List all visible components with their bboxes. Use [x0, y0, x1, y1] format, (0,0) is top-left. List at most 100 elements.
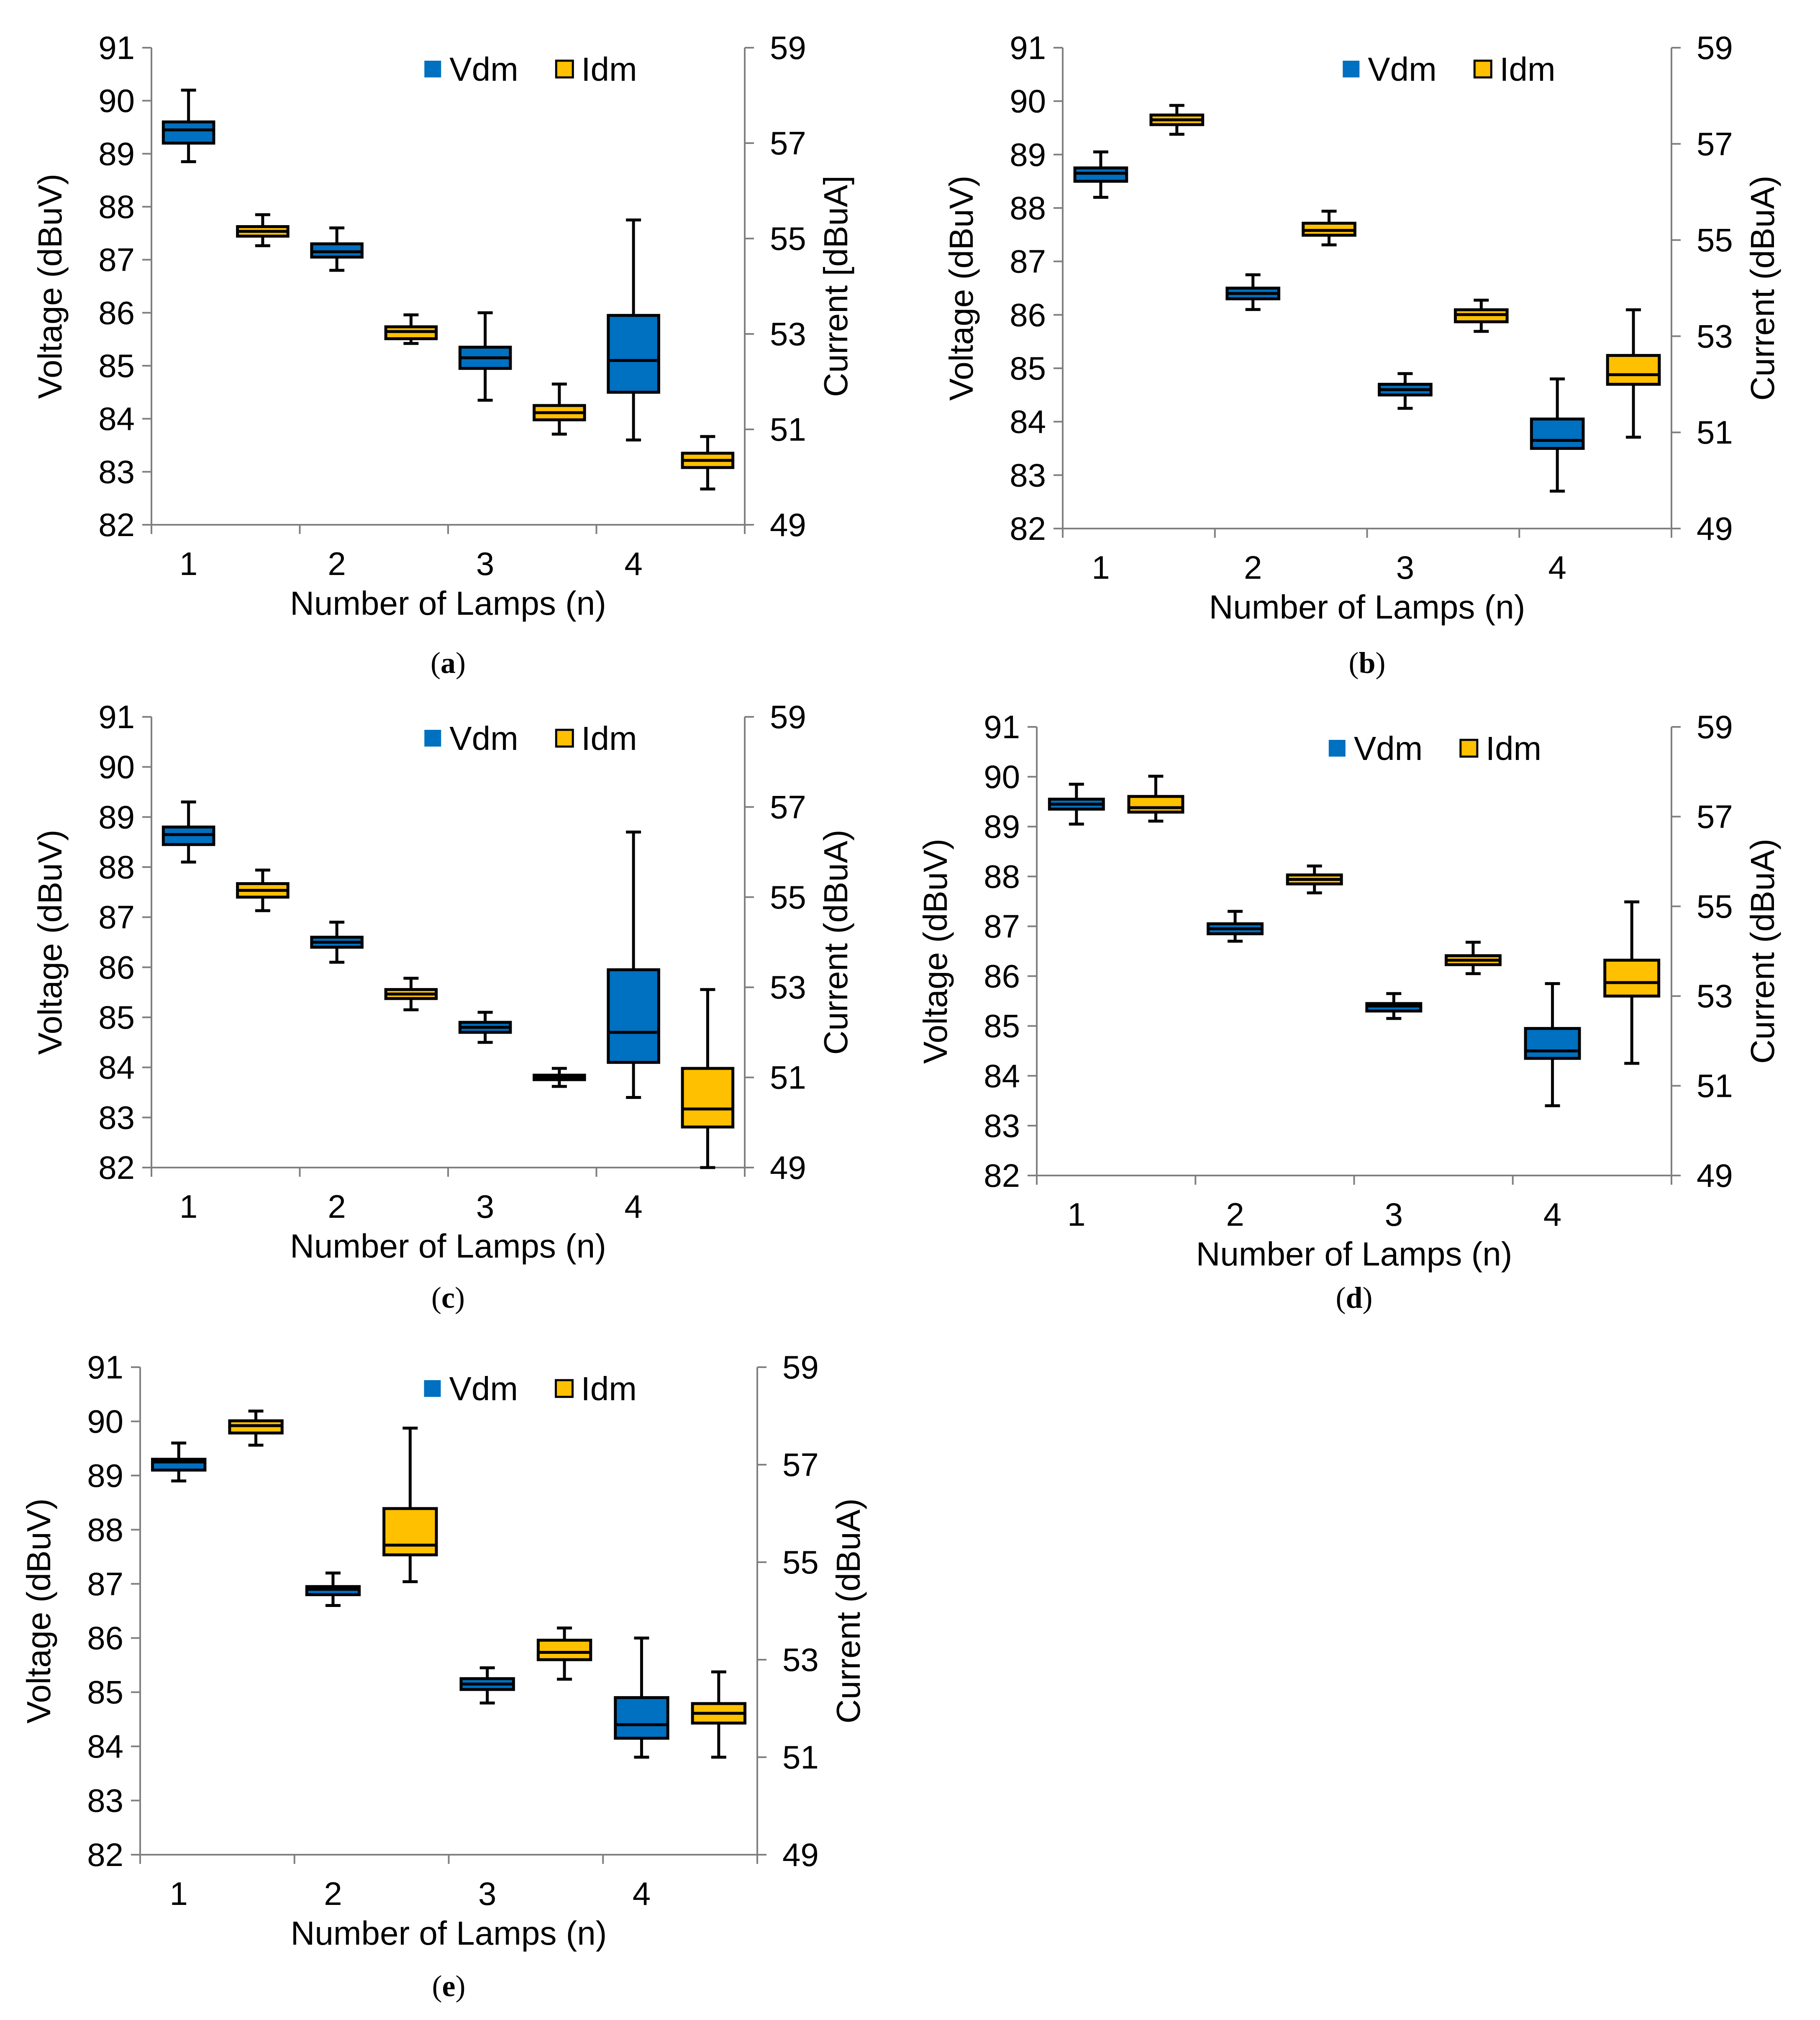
caption-open: (	[432, 1969, 442, 2003]
legend-label-idm: Idm	[1500, 51, 1555, 88]
left-tick-label: 88	[1010, 190, 1046, 226]
x-axis-title: Number of Lamps (n)	[290, 1227, 606, 1265]
box-vdm-1	[1073, 150, 1128, 199]
x-tick-label: 1	[169, 1875, 187, 1912]
right-tick-label: 59	[770, 29, 806, 66]
left-tick-label: 90	[1010, 83, 1046, 120]
legend-swatch-vdm	[1343, 61, 1360, 77]
x-tick-label: 2	[1226, 1196, 1244, 1233]
right-tick-label: 59	[782, 1349, 819, 1386]
chart-panel-e: 82 83 84 85 86 87 88 89 90 91 49 51 53 55 57 59 1 2 3 4 Numb…	[20, 1349, 867, 2003]
right-tick-label: 53	[770, 316, 806, 352]
x-tick-label: 1	[1067, 1196, 1085, 1233]
left-tick-label: 91	[984, 708, 1020, 745]
right-tick-label: 51	[782, 1739, 819, 1776]
right-tick-label: 49	[782, 1836, 819, 1873]
left-tick-label: 91	[98, 698, 135, 735]
x-tick-label: 4	[633, 1875, 651, 1912]
x-axis-title: Number of Lamps (n)	[1209, 588, 1525, 626]
x-tick-label: 3	[1396, 549, 1414, 586]
left-tick-label: 86	[984, 958, 1020, 995]
box-idm-3	[1444, 941, 1502, 975]
box-vdm-3	[1365, 992, 1423, 1020]
box-iqr	[607, 314, 660, 394]
legend-swatch-vdm	[424, 61, 441, 77]
left-tick-label: 82	[1010, 510, 1046, 547]
right-tick-label: 59	[1697, 708, 1733, 745]
legend-swatch-idm	[555, 729, 574, 748]
left-tick-label: 85	[98, 347, 135, 384]
x-tick-label: 4	[1543, 1196, 1561, 1233]
caption-letter: d	[1346, 1281, 1362, 1314]
left-tick-label: 89	[87, 1457, 123, 1494]
caption-letter: e	[442, 1969, 456, 2003]
panel-caption: (e)	[432, 1969, 466, 2003]
box-iqr	[1603, 958, 1661, 998]
legend-swatch-idm	[1473, 59, 1492, 79]
box-vdm-1	[1048, 783, 1105, 826]
y-axis-title: Voltage (dBuV)	[20, 1498, 57, 1723]
left-tick-label: 83	[984, 1107, 1020, 1144]
caption-close: )	[456, 646, 466, 680]
box-iqr	[536, 1638, 592, 1661]
left-tick-label: 86	[98, 949, 135, 986]
left-tick-label: 82	[87, 1836, 123, 1873]
y2-axis-title: Current (dBuA)	[1744, 839, 1781, 1064]
left-tick-label: 91	[1010, 29, 1046, 66]
left-tick-label: 86	[87, 1620, 123, 1656]
x-tick-label: 2	[324, 1875, 342, 1912]
y-axis-title: Voltage (dBuV)	[943, 175, 980, 400]
box-vdm-4	[1524, 982, 1581, 1107]
left-tick-label: 91	[98, 29, 135, 66]
legend-label-idm: Idm	[581, 1370, 637, 1407]
left-tick-label: 89	[1010, 136, 1046, 173]
right-tick-label: 57	[1697, 798, 1733, 835]
right-tick-label: 53	[1697, 978, 1733, 1014]
legend-swatch-idm	[555, 1379, 574, 1398]
left-tick-label: 88	[98, 188, 135, 225]
right-tick-label: 53	[782, 1641, 819, 1678]
box-iqr	[607, 968, 660, 1064]
box-vdm-3	[1378, 372, 1433, 410]
caption-open: (	[1348, 646, 1359, 680]
box-idm-3	[533, 1067, 586, 1088]
x-tick-label: 2	[328, 1188, 346, 1225]
right-tick-label: 55	[770, 220, 806, 257]
box-vdm-3	[458, 311, 512, 402]
x-tick-label: 3	[478, 1875, 496, 1912]
box-iqr	[1127, 795, 1184, 814]
left-tick-label: 83	[98, 1099, 135, 1136]
y-axis-title: Voltage (dBuV)	[917, 839, 954, 1064]
box-idm-4	[681, 435, 735, 490]
left-tick-label: 90	[984, 758, 1020, 795]
chart-panel-b: 82 83 84 85 86 87 88 89 90 91 49 51 53 55 57 59 1 2 3 4 Numb…	[943, 29, 1781, 680]
legend-label-vdm: Vdm	[449, 51, 518, 88]
panel-caption: (a)	[431, 646, 466, 680]
left-tick-label: 83	[1010, 457, 1046, 493]
box-idm-4	[1606, 308, 1661, 439]
left-tick-label: 90	[98, 749, 135, 785]
box-idm-1	[236, 868, 290, 912]
x-axis-title: Number of Lamps (n)	[291, 1915, 607, 1952]
box-vdm-3	[458, 1011, 512, 1044]
left-tick-label: 88	[98, 849, 135, 886]
box-idm-2	[384, 977, 438, 1011]
left-tick-label: 87	[98, 241, 135, 278]
box-idm-4	[681, 988, 735, 1169]
legend-swatch-vdm	[1328, 740, 1346, 757]
y2-axis-title: Current (dBuA)	[830, 1499, 867, 1724]
caption-letter: b	[1359, 646, 1375, 680]
caption-open: (	[431, 646, 441, 680]
right-tick-label: 53	[770, 969, 806, 1006]
box-iqr	[614, 1696, 669, 1740]
box-vdm-2	[310, 226, 364, 272]
box-vdm-4	[607, 830, 660, 1099]
left-tick-label: 90	[98, 82, 135, 119]
x-tick-label: 4	[624, 545, 642, 582]
x-tick-label: 4	[624, 1188, 642, 1225]
right-tick-label: 49	[770, 1149, 806, 1186]
left-tick-label: 87	[98, 899, 135, 936]
box-vdm-4	[607, 218, 660, 441]
right-tick-label: 51	[770, 411, 806, 448]
